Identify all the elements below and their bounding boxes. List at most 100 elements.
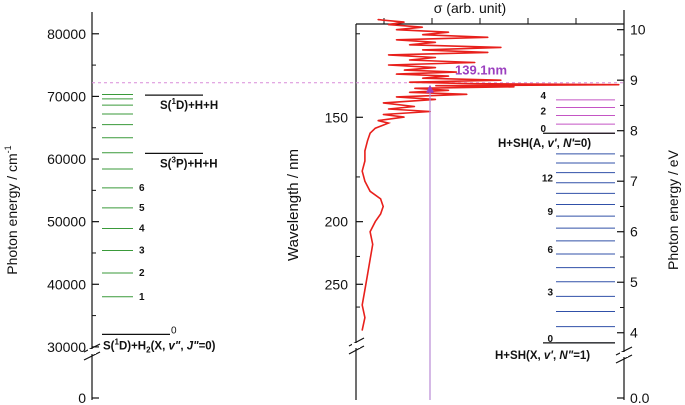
right-tick-label: 9 bbox=[630, 72, 638, 88]
top-axis-ticks bbox=[383, 18, 577, 24]
spectrum-point bbox=[364, 317, 366, 319]
spectrum-point bbox=[382, 102, 384, 104]
spectrum-point bbox=[369, 132, 371, 134]
sh-a-label: H+SH(A, v', N'=0) bbox=[498, 138, 591, 150]
center-axis-title: Wavelength / nm bbox=[285, 149, 302, 261]
annotation-arrow-head bbox=[426, 84, 434, 93]
spectrum-point bbox=[403, 21, 405, 23]
sh-x-vibrational-tag: 3 bbox=[547, 287, 553, 298]
spectrum-point bbox=[414, 105, 416, 108]
wavelength-tick-label: 150 bbox=[325, 109, 349, 125]
center-wavelength-axis: 150 200 250 Wavelength / nm bbox=[285, 24, 365, 400]
sh-a-vibrational-tag: 4 bbox=[540, 91, 546, 102]
spectrum-point bbox=[456, 71, 458, 73]
left-tick-label: 80000 bbox=[47, 26, 86, 42]
threshold-s3p-label: S(3P)+H+H bbox=[160, 155, 218, 170]
spectrum-point bbox=[474, 83, 476, 85]
spectrum-point bbox=[435, 56, 437, 59]
spectrum-point bbox=[513, 86, 515, 88]
spectrum-point bbox=[387, 122, 389, 124]
spectrum-point bbox=[364, 289, 366, 291]
sh-a-vibrational-tag: 2 bbox=[540, 107, 546, 118]
spectrum-point bbox=[361, 329, 363, 331]
spectrum-point bbox=[395, 73, 397, 75]
spectrum-point bbox=[387, 108, 389, 110]
h2s-vibrational-tag: 3 bbox=[139, 245, 145, 256]
sh-a-vibrational-levels bbox=[556, 99, 615, 134]
spectrum-point bbox=[364, 160, 366, 162]
spectrum-point bbox=[395, 39, 397, 41]
spectrum-point bbox=[448, 75, 450, 77]
sh-x-vibrational-tags: 0 3 6 9 12 bbox=[542, 174, 554, 345]
h2s-vibrational-tag: 4 bbox=[139, 224, 145, 235]
spectrum-point bbox=[448, 89, 450, 91]
spectrum-point bbox=[421, 26, 424, 28]
sh-x-label: H+SH(X, v', N"=1) bbox=[495, 350, 590, 362]
threshold-s1d-label: S(1D)+H+H bbox=[160, 97, 218, 112]
left-axis-title-superscript: -1 bbox=[3, 145, 13, 153]
right-tick-label: 10 bbox=[630, 22, 646, 38]
wavelength-tick-label: 250 bbox=[325, 276, 349, 292]
spectrum-point bbox=[466, 93, 468, 95]
h2s-vibrational-levels bbox=[102, 94, 133, 298]
sh-x-vibrational-levels bbox=[556, 153, 615, 344]
left-tick-label: 60000 bbox=[47, 151, 86, 167]
h2s-vibrational-tag: 2 bbox=[139, 268, 145, 279]
spectrum-point bbox=[403, 69, 405, 71]
left-tick-label: 70000 bbox=[47, 88, 86, 104]
annotation-label: 139.1nm bbox=[455, 63, 507, 78]
spectrum-point bbox=[380, 213, 382, 215]
spectrum-point bbox=[487, 36, 489, 38]
spectrum-point bbox=[377, 19, 379, 21]
h2s-ground-tag: 0 bbox=[171, 325, 177, 336]
top-axis-title: σ (arb. unit) bbox=[434, 0, 506, 16]
spectrum-point bbox=[366, 274, 369, 276]
spectrum-point bbox=[435, 98, 437, 100]
spectrum-point bbox=[618, 84, 620, 86]
right-level-diagram: 0 3 6 9 12 0 2 4 H+SH(A, v', N'=0) H+SH(X, v',… bbox=[495, 91, 615, 362]
spectrum-panel: 139.1nm bbox=[92, 18, 624, 400]
spectrum-point bbox=[395, 96, 397, 98]
spectrum-point bbox=[408, 91, 410, 93]
center-axis-break bbox=[348, 337, 365, 355]
left-tick-label: 40000 bbox=[47, 276, 86, 292]
spectrum-point bbox=[500, 46, 502, 49]
wavelength-axis-ticks: 150 200 250 bbox=[325, 33, 363, 308]
h2s-vibrational-tags: 1 2 3 4 5 6 bbox=[139, 183, 145, 303]
right-tick-label: 4 bbox=[630, 325, 638, 341]
spectrum-point bbox=[369, 190, 371, 192]
sh-x-vibrational-tag: 0 bbox=[547, 334, 553, 345]
right-tick-label: 0.0 bbox=[630, 390, 650, 405]
left-tick-label: 50000 bbox=[47, 214, 86, 230]
h2s-ground-label: S(1D)+H2(X, v", J"=0) bbox=[103, 337, 216, 354]
spectrum-point bbox=[387, 54, 389, 56]
right-tick-label: 8 bbox=[630, 123, 638, 139]
spectrum-point bbox=[372, 243, 374, 245]
spectrum-point bbox=[435, 85, 437, 87]
sh-x-vibrational-tag: 9 bbox=[547, 207, 553, 218]
spectrum-point bbox=[421, 34, 424, 36]
spectrum-point bbox=[377, 120, 379, 122]
left-axis-title: Photon energy / cm-1 bbox=[3, 145, 20, 274]
spectrum-point bbox=[374, 221, 376, 223]
h2s-vibrational-tag: 1 bbox=[139, 292, 145, 303]
left-axis-ticks: 0 30000 40000 50000 60000 70000 80000 bbox=[47, 26, 99, 405]
right-tick-label: 7 bbox=[630, 173, 638, 189]
wavelength-tick-label: 200 bbox=[325, 214, 349, 230]
left-axis-break bbox=[83, 343, 101, 361]
spectrum-point bbox=[487, 51, 489, 54]
spectrum-point bbox=[421, 49, 424, 51]
spectrum-point bbox=[361, 170, 363, 172]
spectrum-point bbox=[500, 79, 502, 81]
right-axis-break bbox=[615, 346, 633, 364]
left-level-diagram: 1 2 3 4 5 6 0 S(1D)+H2(X, v", J"=0) S(3P)+H+H… bbox=[102, 94, 218, 354]
left-energy-axis: 0 30000 40000 50000 60000 70000 80000 Photon e… bbox=[3, 12, 101, 405]
spectrum-point bbox=[364, 150, 366, 152]
spectrum-point bbox=[421, 77, 424, 79]
threshold-s1d: S(1D)+H+H bbox=[145, 94, 218, 112]
spectrum-point bbox=[380, 198, 382, 200]
right-energy-axis: 0.0 4 5 6 7 8 9 10 Photon energy / eV bbox=[615, 10, 681, 405]
spectrum-point bbox=[382, 113, 384, 116]
spectrum-point bbox=[395, 29, 397, 31]
